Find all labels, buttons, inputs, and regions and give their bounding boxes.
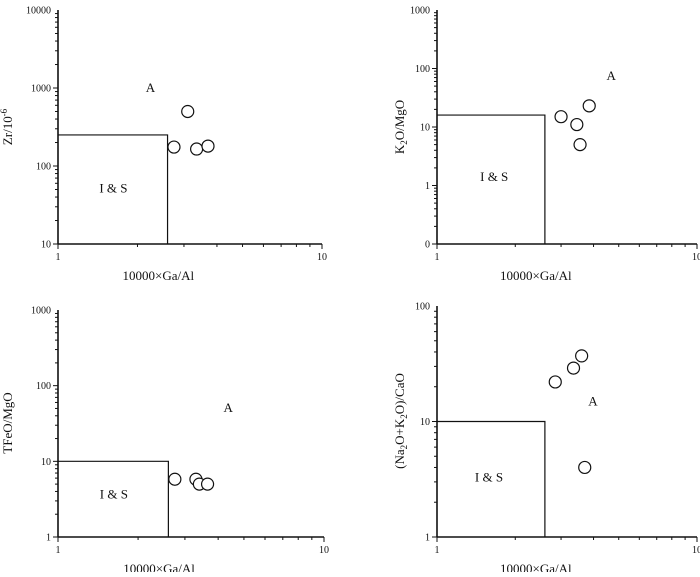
data-point bbox=[181, 104, 195, 119]
y-tick-label: 10 bbox=[41, 457, 51, 468]
x-axis-title: 10000×Ga/Al bbox=[123, 268, 195, 283]
region-label-i-and-s: I & S bbox=[100, 486, 128, 501]
y-tick-label: 1 bbox=[425, 533, 430, 544]
region-boundary bbox=[58, 460, 169, 537]
x-tick-label: 1 bbox=[435, 252, 440, 263]
y-tick-label: 10 bbox=[41, 240, 51, 251]
y-tick-label: 100 bbox=[415, 302, 430, 313]
y-axis-title: K2O/MgO bbox=[392, 100, 409, 154]
y-tick-label: 1000 bbox=[31, 306, 51, 317]
y-axis-title: Zr/10-6 bbox=[0, 108, 15, 145]
region-label-a: A bbox=[224, 400, 234, 415]
x-tick-label: 10 bbox=[319, 545, 329, 556]
y-tick-label: 0 bbox=[425, 240, 430, 251]
y-tick-label: 1000 bbox=[31, 84, 51, 95]
x-tick-label: 1 bbox=[56, 252, 61, 263]
y-axis-title: TFeO/MgO bbox=[0, 392, 15, 453]
y-tick-label: 10000 bbox=[26, 6, 51, 17]
y-axis-title-subscript: 2 bbox=[399, 140, 409, 145]
x-tick-label: 1 bbox=[56, 545, 61, 556]
x-tick-label: 10 bbox=[692, 252, 700, 263]
region-label-a: A bbox=[588, 393, 598, 408]
x-axis-title: 10000×Ga/Al bbox=[500, 268, 572, 283]
data-point bbox=[190, 142, 204, 156]
y-axis-title-part: (Na bbox=[392, 449, 407, 469]
data-point bbox=[566, 361, 581, 375]
y-tick-label: 1 bbox=[46, 533, 51, 544]
y-tick-label: 10 bbox=[420, 123, 430, 134]
x-tick-label: 10 bbox=[692, 545, 700, 556]
x-axis-title: 10000×Ga/Al bbox=[123, 561, 195, 572]
y-axis-title-part: K bbox=[392, 144, 407, 154]
data-point bbox=[578, 460, 592, 475]
region-label-i-and-s: I & S bbox=[480, 169, 508, 184]
y-tick-label: 100 bbox=[36, 381, 51, 392]
y-axis-title-part: TFeO/MgO bbox=[0, 392, 15, 453]
y-tick-label: 100 bbox=[36, 162, 51, 173]
data-point bbox=[575, 349, 589, 363]
panel-3: 1 10 100 1000 1 10 10000×Ga/Al TFeO/MgO A I & S bbox=[0, 306, 329, 577]
region-label-i-and-s: I & S bbox=[99, 181, 127, 196]
x-axis-title: 10000×Ga/Al bbox=[500, 561, 572, 572]
data-point bbox=[570, 117, 584, 132]
y-axis-title-part: O)/CaO bbox=[392, 373, 407, 414]
panel-1: 10 100 1000 10000 1 10 10000×Ga/Al Zr/10-6 A I & … bbox=[0, 6, 327, 284]
data-point bbox=[200, 477, 215, 491]
x-tick-label: 1 bbox=[435, 545, 440, 556]
data-point bbox=[573, 138, 587, 152]
y-axis-title-subscript: 2 bbox=[399, 414, 409, 419]
data-point bbox=[548, 375, 562, 389]
region-boundary bbox=[437, 420, 546, 537]
region-label-i-and-s: I & S bbox=[475, 470, 503, 485]
data-point bbox=[582, 99, 596, 113]
y-axis-title-superscript: -6 bbox=[0, 108, 9, 116]
region-boundary bbox=[58, 134, 169, 244]
y-axis-title-part: O+K bbox=[392, 418, 407, 445]
y-axis-title: (Na2O+K2O)/CaO bbox=[392, 373, 409, 469]
y-axis-title-part: O/MgO bbox=[392, 100, 407, 140]
x-tick-label: 10 bbox=[317, 252, 327, 263]
region-label-a: A bbox=[146, 80, 156, 95]
y-tick-label: 1 bbox=[425, 181, 430, 192]
data-point bbox=[167, 140, 181, 154]
data-point bbox=[201, 139, 215, 153]
y-tick-label: 100 bbox=[415, 64, 430, 75]
data-point bbox=[168, 472, 182, 486]
data-point bbox=[554, 110, 568, 124]
y-tick-label: 10 bbox=[420, 417, 430, 428]
region-label-a: A bbox=[607, 68, 617, 83]
y-axis-title-subscript: 2 bbox=[399, 445, 409, 450]
region-boundary bbox=[437, 114, 546, 244]
y-tick-label: 1000 bbox=[410, 6, 430, 17]
y-axis-title-part: Zr/10 bbox=[0, 116, 15, 145]
